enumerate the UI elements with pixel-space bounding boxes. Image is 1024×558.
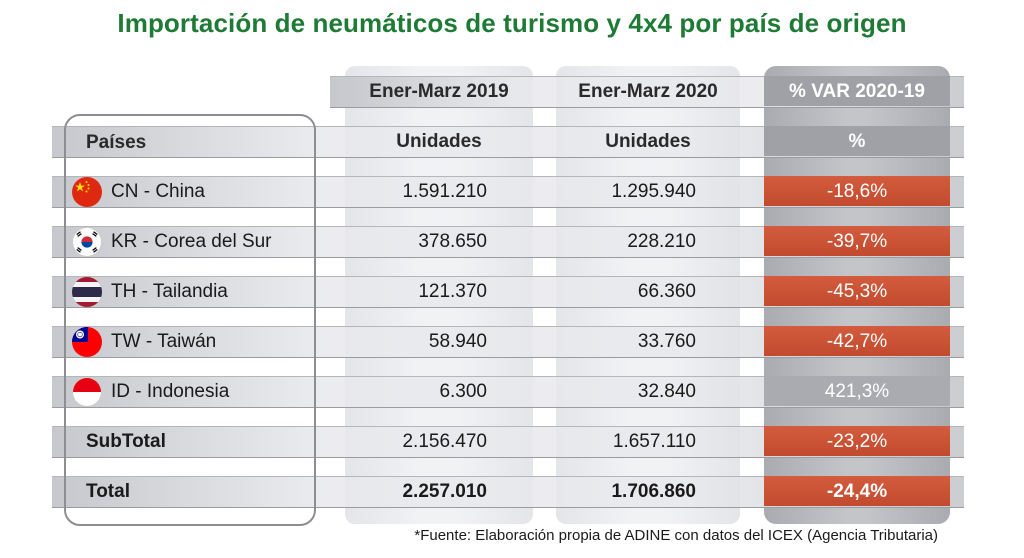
table-row-label: KR - Corea del Sur — [72, 227, 272, 257]
negative-variation-cell — [764, 226, 950, 256]
variation-value: -45,3% — [826, 281, 888, 302]
header-period-2020: Ener-Marz 2020 — [578, 81, 718, 102]
negative-variation-cell — [764, 276, 950, 306]
thailand-flag-icon — [72, 277, 102, 307]
header-period-2019: Ener-Marz 2019 — [369, 81, 509, 102]
page-title: Importación de neumáticos de turismo y 4… — [117, 8, 907, 38]
table-row-label: ID - Indonesia — [72, 377, 229, 407]
variation-value: -18,6% — [826, 181, 888, 202]
value-2019: 121.370 — [418, 281, 487, 302]
south-korea-flag-icon — [72, 227, 102, 257]
total-2019: 2.257.010 — [402, 481, 487, 502]
total-label: Total — [86, 481, 130, 502]
header-units-2019: Unidades — [396, 131, 482, 152]
negative-variation-cell — [764, 476, 950, 506]
country-name: TW - Taiwán — [111, 331, 217, 352]
subtotal-2019: 2.156.470 — [402, 431, 487, 452]
value-2019: 58.940 — [428, 331, 487, 352]
taiwan-flag-icon — [72, 327, 102, 357]
header-variation: % VAR 2020-19 — [789, 81, 925, 102]
value-2019: 6.300 — [439, 381, 487, 402]
value-2020: 32.840 — [637, 381, 696, 402]
variation-value: -42,7% — [826, 331, 888, 352]
value-2020: 228.210 — [627, 231, 696, 252]
indonesia-flag-icon — [72, 377, 102, 407]
country-name: KR - Corea del Sur — [111, 231, 272, 252]
country-name: ID - Indonesia — [111, 381, 230, 402]
negative-variation-cell — [764, 176, 950, 206]
table-row-label: TW - Taiwán — [72, 327, 216, 357]
country-name: TH - Tailandia — [111, 281, 228, 302]
source-footnote: *Fuente: Elaboración propia de ADINE con… — [414, 527, 938, 544]
table-row-label: TH - Tailandia — [72, 277, 228, 307]
subtotal-label: SubTotal — [86, 431, 166, 452]
subtotal-variation: -23,2% — [826, 431, 888, 452]
total-2020: 1.706.860 — [611, 481, 696, 502]
variation-value: -39,7% — [826, 231, 888, 252]
countries-column-frame — [64, 114, 316, 526]
china-flag-icon — [72, 177, 102, 207]
negative-variation-cell — [764, 426, 950, 456]
header-percent: % — [848, 131, 866, 152]
negative-variation-cell — [764, 326, 950, 356]
table-row-label: CN - China — [72, 177, 205, 207]
country-name: CN - China — [111, 181, 205, 202]
value-2020: 1.295.940 — [611, 181, 696, 202]
variation-neutral-cell — [764, 376, 950, 406]
variation-unit-cell — [764, 126, 950, 156]
header-countries: Países — [86, 132, 147, 153]
value-2019: 378.650 — [418, 231, 487, 252]
variation-header-cell — [764, 76, 950, 106]
value-2019: 1.591.210 — [402, 181, 487, 202]
total-variation: -24,4% — [826, 481, 888, 502]
header-units-2020: Unidades — [605, 131, 691, 152]
subtotal-2020: 1.657.110 — [612, 431, 696, 452]
value-2020: 66.360 — [637, 281, 696, 302]
variation-value: 421,3% — [824, 381, 890, 402]
value-2020: 33.760 — [637, 331, 696, 352]
